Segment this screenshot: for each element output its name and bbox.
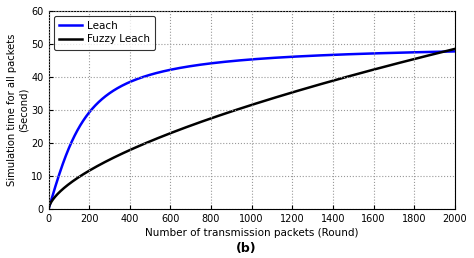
Leach (452, 50, 457, 53)
Leach (400, 51, 406, 54)
Leach (201, 63, 207, 66)
Fuzzy Leach (46, 208, 51, 211)
Fuzzy Leach (444, 49, 450, 52)
Line: Leach: Leach (48, 51, 455, 209)
Y-axis label: Simulation time for all packets
(Second): Simulation time for all packets (Second) (7, 34, 28, 186)
Fuzzy Leach (116, 154, 122, 157)
Text: (b): (b) (236, 243, 257, 255)
Fuzzy Leach (219, 113, 225, 116)
Leach (46, 208, 51, 211)
Fuzzy Leach (92, 166, 98, 169)
Leach (219, 61, 225, 64)
Fuzzy Leach (201, 119, 207, 122)
X-axis label: Number of transmission packets (Round): Number of transmission packets (Round) (145, 228, 358, 238)
Leach (92, 104, 98, 107)
Legend: Leach, Fuzzy Leach: Leach, Fuzzy Leach (54, 16, 155, 50)
Leach (444, 50, 450, 53)
Line: Fuzzy Leach: Fuzzy Leach (48, 49, 455, 209)
Fuzzy Leach (452, 47, 457, 51)
Fuzzy Leach (400, 60, 406, 63)
Leach (116, 86, 122, 89)
